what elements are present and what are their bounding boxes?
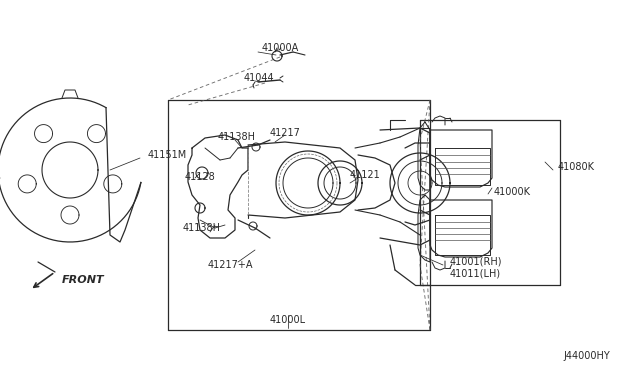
Text: 41128: 41128	[185, 172, 216, 182]
Text: 41000A: 41000A	[262, 43, 300, 53]
Text: 41011(LH): 41011(LH)	[450, 269, 501, 279]
Text: 41000L: 41000L	[270, 315, 306, 325]
Text: FRONT: FRONT	[62, 275, 104, 285]
Text: 41001(RH): 41001(RH)	[450, 256, 502, 266]
Text: 41121: 41121	[350, 170, 381, 180]
Text: 41151M: 41151M	[148, 150, 188, 160]
Text: 41217+A: 41217+A	[208, 260, 253, 270]
Text: J44000HY: J44000HY	[563, 351, 610, 361]
Text: 41138H: 41138H	[218, 132, 256, 142]
Text: 41000K: 41000K	[494, 187, 531, 197]
Text: 41138H: 41138H	[183, 223, 221, 233]
Text: 41044: 41044	[244, 73, 275, 83]
Text: 41080K: 41080K	[558, 162, 595, 172]
Text: 41217: 41217	[270, 128, 301, 138]
